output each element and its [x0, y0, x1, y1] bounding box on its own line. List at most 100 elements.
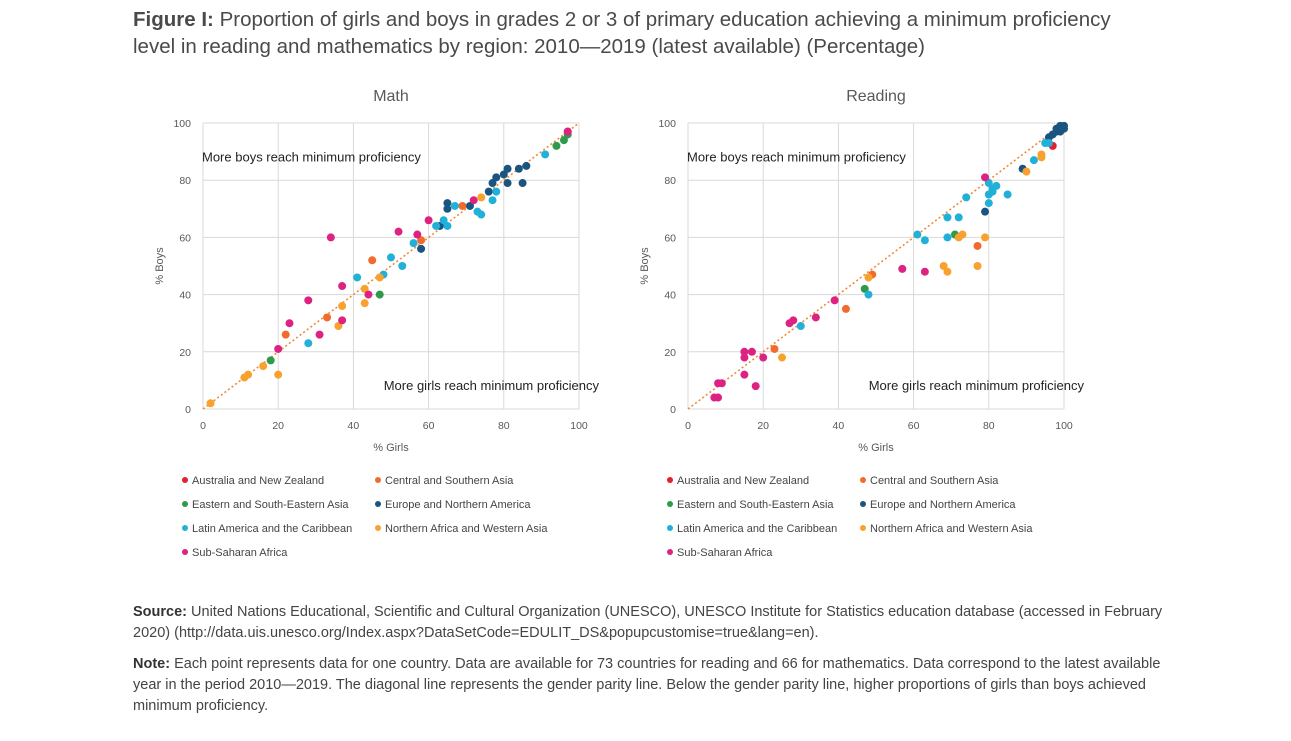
legend-marker-australia-and-new-zealand: [182, 477, 188, 483]
x-tick-label: 60: [423, 420, 435, 432]
point-europe-and-northern-america: [522, 161, 531, 170]
point-sub-saharan-africa: [326, 233, 335, 242]
point-central-and-southern-asia: [458, 201, 467, 210]
point-latin-america-and-the-caribbean: [443, 221, 452, 230]
legend-marker-europe-and-northern-america: [860, 501, 866, 507]
y-axis-label: % Boys: [154, 247, 166, 285]
point-sub-saharan-africa: [789, 316, 798, 325]
x-tick-label: 100: [1055, 420, 1073, 432]
point-sub-saharan-africa: [469, 196, 478, 205]
x-tick-label: 20: [272, 420, 284, 432]
y-tick-label: 100: [658, 118, 676, 130]
figure-title: Figure I: Proportion of girls and boys i…: [133, 6, 1133, 60]
annotation-more-boys: More boys reach minimum proficiency: [202, 149, 421, 164]
point-northern-africa-and-western-asia: [259, 362, 268, 371]
point-europe-and-northern-america: [417, 244, 426, 253]
point-latin-america-and-the-caribbean: [992, 181, 1001, 190]
point-sub-saharan-africa: [563, 127, 572, 136]
legend-marker-central-and-southern-asia: [375, 477, 381, 483]
legend-label-latin-america-and-the-caribbean: Latin America and the Caribbean: [677, 523, 837, 535]
point-europe-and-northern-america: [484, 187, 493, 196]
point-europe-and-northern-america: [443, 204, 452, 213]
x-tick-label: 40: [833, 420, 845, 432]
legend-label-central-and-southern-asia: Central and Southern Asia: [385, 475, 514, 487]
point-eastern-and-south-eastern-asia: [552, 141, 561, 150]
point-sub-saharan-africa: [759, 353, 768, 362]
point-latin-america-and-the-caribbean: [488, 196, 497, 205]
point-northern-africa-and-western-asia: [360, 284, 369, 293]
point-sub-saharan-africa: [751, 382, 760, 391]
point-latin-america-and-the-caribbean: [943, 233, 952, 242]
point-northern-africa-and-western-asia: [973, 262, 982, 270]
point-europe-and-northern-america: [503, 164, 512, 173]
point-latin-america-and-the-caribbean: [1044, 139, 1053, 148]
point-northern-africa-and-western-asia: [334, 322, 343, 331]
chart-title: Reading: [846, 88, 906, 105]
point-northern-africa-and-western-asia: [206, 399, 215, 408]
y-axis-label: % Boys: [639, 247, 651, 285]
y-tick-label: 40: [664, 290, 676, 302]
chart-title: Math: [373, 88, 409, 105]
figure-title-text: Proportion of girls and boys in grades 2…: [133, 8, 1111, 58]
figure-label: Figure I:: [133, 8, 214, 31]
x-tick-label: 20: [757, 420, 769, 432]
note-text: Each point represents data for one count…: [133, 656, 1161, 714]
point-sub-saharan-africa: [364, 290, 373, 299]
point-latin-america-and-the-caribbean: [398, 262, 407, 270]
point-latin-america-and-the-caribbean: [304, 339, 313, 348]
y-tick-label: 80: [179, 175, 191, 187]
legend-marker-latin-america-and-the-caribbean: [667, 525, 673, 531]
x-tick-label: 80: [498, 420, 510, 432]
point-latin-america-and-the-caribbean: [439, 216, 448, 225]
point-latin-america-and-the-caribbean: [353, 273, 362, 282]
point-northern-africa-and-western-asia: [338, 302, 347, 311]
point-northern-africa-and-western-asia: [360, 299, 369, 308]
gender-parity-line: [687, 122, 1065, 410]
point-central-and-southern-asia: [770, 344, 779, 353]
point-northern-africa-and-western-asia: [864, 273, 873, 282]
x-tick-label: 80: [983, 420, 995, 432]
point-latin-america-and-the-caribbean: [432, 221, 441, 230]
point-sub-saharan-africa: [920, 267, 929, 276]
point-eastern-and-south-eastern-asia: [860, 284, 869, 293]
y-tick-label: 20: [664, 347, 676, 359]
legend-label-australia-and-new-zealand: Australia and New Zealand: [677, 475, 809, 487]
y-tick-label: 60: [664, 232, 676, 244]
point-latin-america-and-the-caribbean: [541, 150, 550, 159]
legend-marker-sub-saharan-africa: [182, 549, 188, 555]
point-sub-saharan-africa: [338, 282, 347, 291]
x-axis-label: % Girls: [858, 442, 894, 454]
point-latin-america-and-the-caribbean: [864, 290, 873, 299]
point-latin-america-and-the-caribbean: [943, 213, 952, 222]
y-tick-label: 80: [664, 175, 676, 187]
point-northern-africa-and-western-asia: [778, 353, 786, 362]
annotation-more-boys: More boys reach minimum proficiency: [687, 149, 906, 164]
legend-label-sub-saharan-africa: Sub-Saharan Africa: [677, 547, 773, 559]
point-europe-and-northern-america: [488, 179, 497, 188]
legend-label-latin-america-and-the-caribbean: Latin America and the Caribbean: [192, 523, 352, 535]
y-tick-label: 40: [179, 290, 191, 302]
x-tick-label: 0: [200, 420, 206, 432]
point-sub-saharan-africa: [285, 319, 294, 328]
point-europe-and-northern-america: [499, 170, 508, 179]
legend-label-northern-africa-and-western-asia: Northern Africa and Western Asia: [385, 523, 548, 535]
source-text: United Nations Educational, Scientific a…: [133, 604, 1163, 641]
x-tick-label: 0: [685, 420, 691, 432]
point-latin-america-and-the-caribbean: [477, 210, 486, 219]
legend-marker-northern-africa-and-western-asia: [375, 525, 381, 531]
point-latin-america-and-the-caribbean: [913, 230, 922, 239]
point-central-and-southern-asia: [973, 241, 982, 250]
point-sub-saharan-africa: [740, 353, 749, 362]
point-latin-america-and-the-caribbean: [796, 322, 805, 331]
legend-label-central-and-southern-asia: Central and Southern Asia: [870, 475, 999, 487]
point-central-and-southern-asia: [841, 304, 850, 313]
point-sub-saharan-africa: [717, 379, 726, 388]
y-tick-label: 20: [179, 347, 191, 359]
point-sub-saharan-africa: [424, 216, 433, 225]
point-northern-africa-and-western-asia: [375, 273, 384, 282]
x-tick-label: 100: [570, 420, 588, 432]
point-europe-and-northern-america: [503, 179, 512, 188]
x-tick-label: 60: [908, 420, 920, 432]
legend-marker-eastern-and-south-eastern-asia: [667, 501, 673, 507]
point-central-and-southern-asia: [323, 313, 332, 322]
